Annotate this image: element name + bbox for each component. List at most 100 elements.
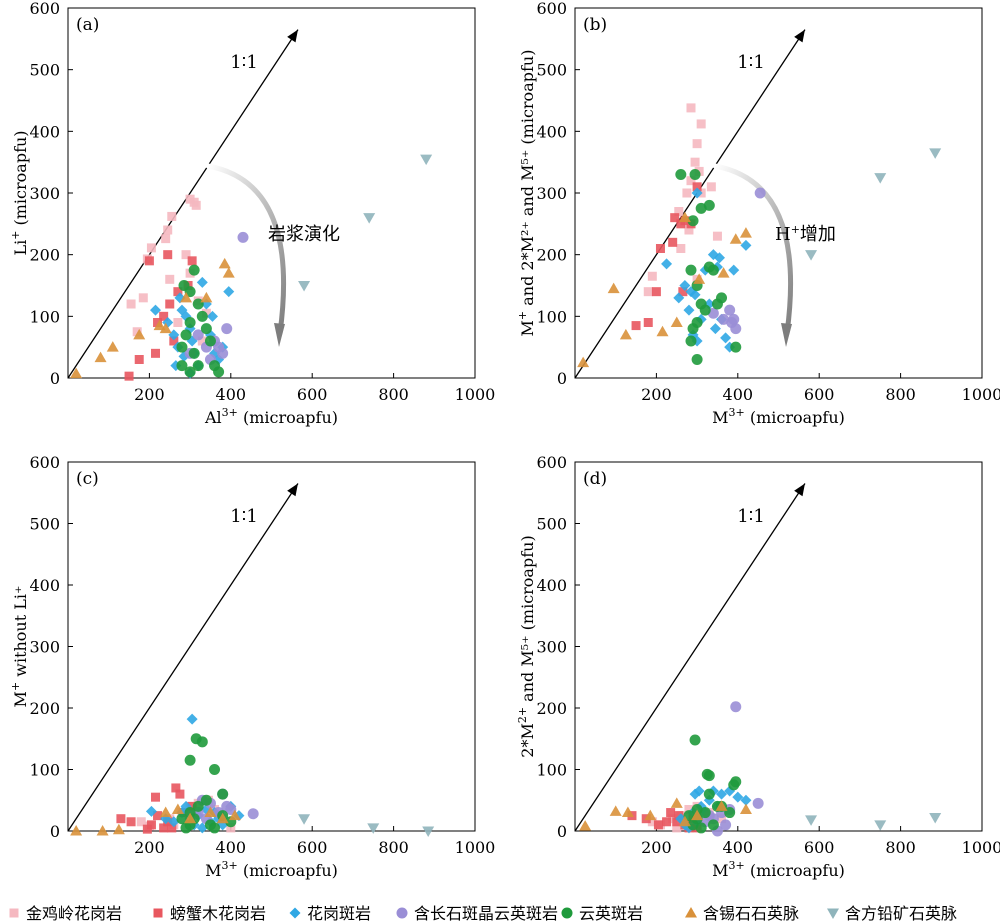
series-6 (579, 797, 752, 831)
data-point (151, 792, 161, 802)
legend-item: 云英斑岩 (561, 904, 643, 923)
series-4 (184, 231, 249, 365)
data-point (176, 813, 188, 825)
data-point (692, 139, 702, 149)
data-point (96, 825, 109, 836)
series-7 (805, 812, 942, 831)
data-point (682, 188, 692, 198)
one-to-one-line (574, 29, 806, 379)
data-point (874, 820, 887, 831)
panel-a: 0 100 200 300 400 500 600 200 400 600 800 1000 Al3+ … (9, 0, 495, 427)
data-point (692, 182, 702, 192)
data-point (176, 360, 188, 372)
x-tick-label: 800 (885, 385, 916, 404)
data-point (678, 287, 688, 297)
data-point (678, 211, 691, 223)
data-point (805, 250, 818, 261)
legend-marker (685, 907, 697, 918)
legend-label: 含锡石石英脉 (703, 904, 799, 923)
data-point (112, 823, 125, 835)
panel-tag: (a) (76, 15, 99, 35)
data-point (70, 825, 83, 836)
data-point (126, 299, 136, 309)
data-point (687, 215, 699, 227)
data-point (670, 797, 683, 808)
y-tick-label: 600 (29, 453, 60, 472)
data-point (196, 736, 208, 748)
data-point (106, 341, 119, 352)
legend: 金鸡岭花岗岩 螃蟹木花岗岩 花岗斑岩 含长石斑晶云英斑岩 云英斑岩 含锡石石英脉 含方铅矿石… (9, 904, 957, 923)
y-tick-label: 0 (557, 369, 567, 388)
x-tick-label: 400 (723, 838, 754, 857)
data-point (150, 304, 162, 316)
data-point (718, 313, 730, 325)
data-point (805, 815, 818, 826)
data-point (577, 356, 590, 368)
data-point (142, 824, 152, 834)
data-point (188, 347, 200, 359)
data-point (223, 286, 235, 298)
legend-item: 花岗斑岩 (289, 904, 371, 923)
legend-marker (827, 908, 839, 919)
data-point (213, 366, 225, 378)
data-point (163, 225, 173, 235)
data-point (146, 243, 156, 253)
x-tick-label: 1000 (962, 838, 1000, 857)
legend-marker (9, 908, 19, 918)
data-point (192, 329, 204, 341)
data-point (647, 271, 657, 281)
x-tick-label: 1000 (455, 385, 496, 404)
data-point (94, 351, 107, 363)
data-point (653, 820, 663, 830)
data-point (607, 282, 620, 294)
data-point (699, 304, 711, 316)
data-point (165, 274, 175, 284)
data-point (655, 244, 665, 253)
panel-d: 0 100 200 300 400 500 600 200 400 600 800 1000 M3+ (… (516, 453, 1000, 880)
series-4 (707, 187, 766, 335)
data-point (621, 806, 634, 818)
data-point (192, 298, 204, 310)
data-point (175, 789, 185, 799)
trend-arrowhead (274, 323, 285, 347)
data-point (145, 805, 157, 817)
data-point (690, 157, 700, 167)
data-point (134, 355, 144, 364)
y-tick-label: 500 (536, 515, 567, 534)
data-point (716, 788, 728, 800)
data-point (689, 169, 701, 180)
data-point (739, 227, 752, 238)
data-point (683, 304, 695, 316)
data-point (222, 267, 235, 278)
data-point (720, 332, 732, 344)
y-tick-label: 600 (536, 453, 567, 472)
y-axis-label: Li+ (microapfu) (9, 130, 30, 255)
data-point (363, 213, 376, 224)
data-point (188, 264, 200, 276)
data-point (686, 103, 696, 113)
data-point (644, 809, 657, 821)
data-point (929, 812, 942, 824)
y-tick-label: 500 (29, 515, 60, 534)
data-point (730, 701, 742, 713)
data-point (70, 367, 83, 379)
data-point (192, 360, 204, 372)
data-point (740, 239, 752, 251)
data-point (670, 213, 680, 223)
data-point (124, 371, 134, 381)
data-point (217, 788, 229, 800)
x-tick-label: 800 (885, 838, 916, 857)
data-point (209, 822, 221, 834)
data-point (728, 313, 740, 325)
legend-label: 含方铅矿石英脉 (845, 904, 957, 923)
x-tick-label: 800 (378, 385, 409, 404)
data-point (200, 794, 212, 806)
x-tick-label: 400 (216, 838, 247, 857)
data-point (619, 328, 632, 340)
data-point (422, 826, 435, 837)
series-5 (675, 169, 742, 365)
data-point (662, 817, 672, 827)
panel-tag: (b) (583, 15, 607, 35)
trend-note: H+增加 (775, 223, 836, 245)
data-point (693, 785, 705, 797)
